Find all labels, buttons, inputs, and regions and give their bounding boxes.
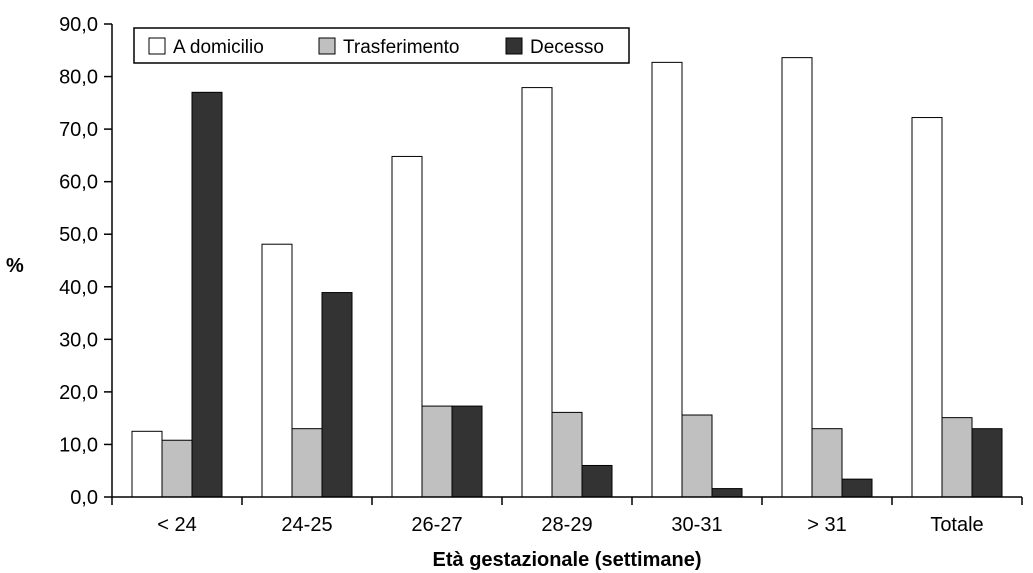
category-label: > 31	[807, 514, 846, 536]
legend-swatch-decesso	[505, 37, 523, 55]
axes-layer	[111, 24, 1022, 498]
bar-trasferimento	[551, 411, 583, 498]
legend: A domicilio Trasferimento Decesso	[133, 27, 630, 64]
category-label: < 24	[157, 514, 196, 536]
y-tick-label: 70,0	[59, 119, 98, 141]
y-tick-label: 30,0	[59, 329, 98, 351]
legend-box	[133, 27, 630, 64]
category-label: 26-27	[411, 514, 462, 536]
x-axis-label: Età gestazionale (settimane)	[433, 549, 702, 571]
bar-a-domicilio	[651, 61, 683, 498]
category-label: Totale	[930, 514, 983, 536]
x-ticks: < 24 24-25 26-27 28-29 30-31 > 31 Totale	[111, 497, 1023, 536]
category-label: 28-29	[541, 514, 592, 536]
y-tick-label: 20,0	[59, 382, 98, 404]
y-tick-label: 40,0	[59, 277, 98, 299]
bar-trasferimento	[161, 439, 193, 498]
y-tick-label: 10,0	[59, 434, 98, 456]
bar-decesso	[321, 292, 353, 498]
legend-label: A domicilio	[173, 37, 264, 58]
bar-trasferimento	[421, 405, 453, 498]
bar-a-domicilio	[391, 155, 423, 498]
bar-decesso	[971, 428, 1003, 498]
y-tick-label: 60,0	[59, 172, 98, 194]
bar-decesso	[711, 488, 743, 498]
bar-a-domicilio	[911, 117, 943, 498]
bar-decesso	[451, 405, 483, 498]
bar-a-domicilio	[781, 57, 813, 498]
y-tick-label: 0,0	[70, 487, 98, 509]
category-label: 24-25	[281, 514, 332, 536]
bar-decesso	[841, 478, 873, 498]
legend-label: Trasferimento	[343, 37, 460, 58]
bar-a-domicilio	[131, 430, 163, 498]
y-ticks: 0,0 10,0 20,0 30,0 40,0 50,0 60,0 70,0 80,0 90,0	[59, 14, 112, 509]
y-tick-label: 80,0	[59, 67, 98, 89]
bars-layer	[131, 57, 1003, 498]
bar-decesso	[191, 91, 223, 498]
y-tick-label: 90,0	[59, 14, 98, 36]
legend-label: Decesso	[530, 37, 604, 58]
bar-a-domicilio	[261, 243, 293, 498]
bar-trasferimento	[811, 428, 843, 498]
legend-swatch-a-domicilio	[148, 37, 166, 55]
bar-a-domicilio	[521, 87, 553, 498]
y-axis-label: %	[6, 255, 24, 277]
y-tick-label: 50,0	[59, 224, 98, 246]
bar-trasferimento	[681, 414, 713, 498]
category-label: 30-31	[671, 514, 722, 536]
legend-swatch-trasferimento	[318, 37, 336, 55]
bar-decesso	[581, 464, 613, 498]
bar-trasferimento	[941, 417, 973, 498]
bar-trasferimento	[291, 428, 323, 498]
